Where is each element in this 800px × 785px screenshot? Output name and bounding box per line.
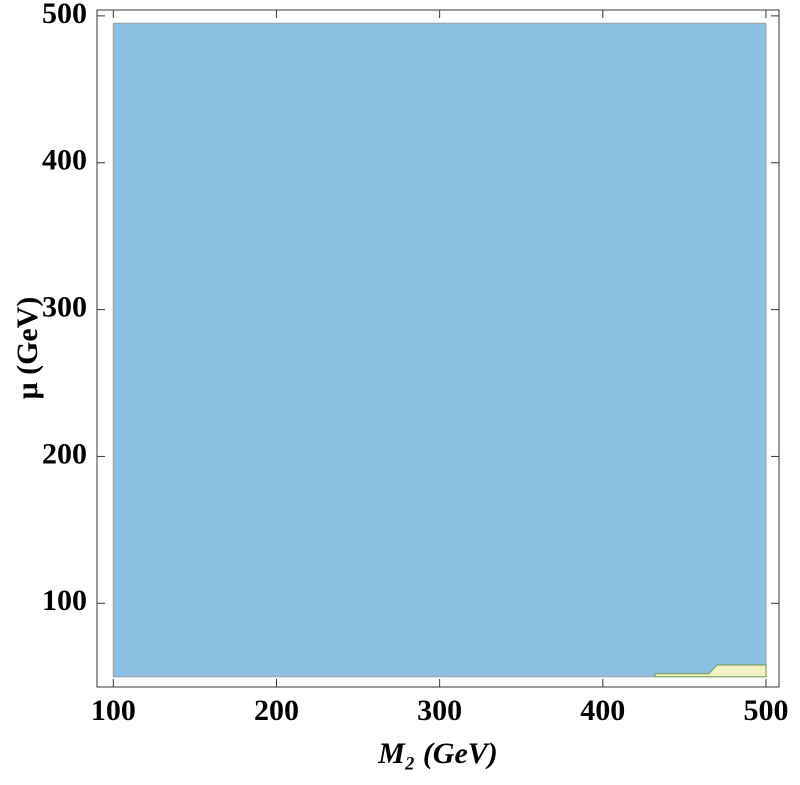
x-tick-label: 200: [254, 694, 299, 727]
plot-frame: [96, 9, 780, 688]
x-tick-label: 100: [91, 694, 136, 727]
y-tick-label: 200: [42, 437, 87, 470]
y-tick-label: 500: [42, 0, 87, 30]
y-tick-label: 300: [42, 290, 87, 323]
x-axis-label: M₂ (GeV): [377, 737, 498, 770]
y-axis-label: μ (GeV): [11, 297, 44, 400]
region: [112, 22, 767, 678]
y-tick-label: 100: [42, 584, 87, 617]
x-tick-label: 500: [743, 694, 788, 727]
x-tick-label: 300: [417, 694, 462, 727]
region: [654, 664, 767, 678]
x-tick-label: 400: [580, 694, 625, 727]
y-tick-label: 400: [42, 144, 87, 177]
